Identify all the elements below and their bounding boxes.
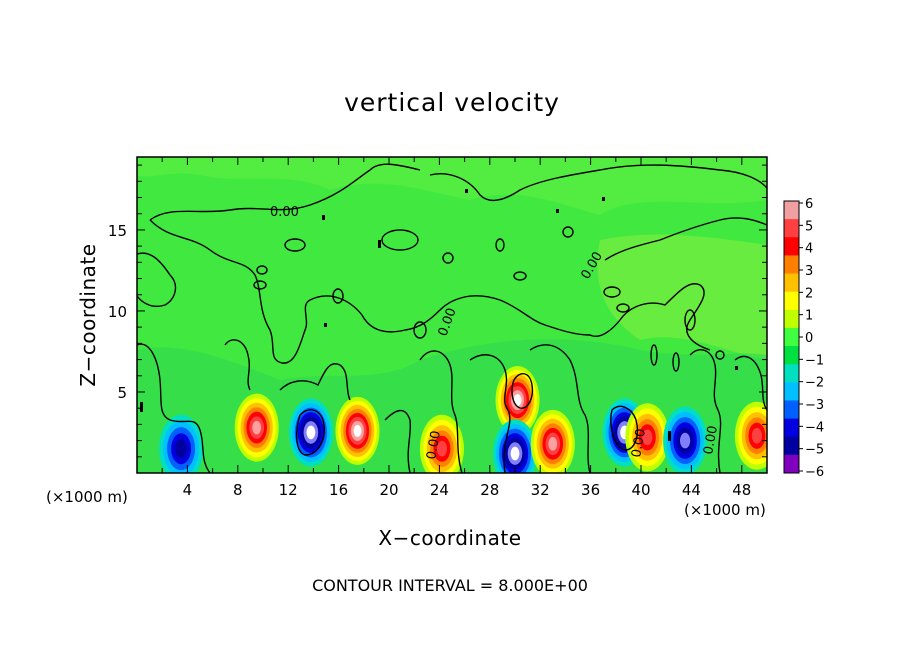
x-tick-label: 8 [233,481,243,499]
contour-label: 0.00 [424,430,444,461]
colorbar-tick-label: −5 [805,443,824,458]
y-tick-label: 5 [117,384,127,402]
colorbar-swatch [784,273,799,293]
colorbar-swatch [784,382,799,401]
velocity-blob [175,439,188,458]
colorbar-swatch [784,255,799,275]
velocity-blob [436,440,448,457]
x-tick-label: 36 [581,481,600,499]
colorbar-swatch [784,327,799,347]
x-axis-label: X−coordinate [378,526,522,550]
colorbar-tick-label: 6 [805,197,813,212]
x-unit-label-left: (×1000 m) [46,488,128,506]
x-tick-label: 40 [631,481,650,499]
colorbar-swatch [784,219,799,238]
velocity-blob [642,429,653,446]
colorbar-swatch [784,436,799,456]
y-tick-label: 10 [108,303,127,321]
velocity-blob [306,425,316,440]
colorbar-swatch [784,454,799,474]
contour-dots [140,189,738,441]
x-tick-label: 32 [531,481,550,499]
y-tick-label: 15 [108,222,127,240]
velocity-blob [548,437,558,451]
contour-label: 0.00 [270,205,299,220]
velocity-blobs [159,366,767,473]
velocity-blob [252,420,262,435]
colorbar: 6 5 4 3 2 1 0 −1 −2 −3 −4 −5 −6 [783,197,824,480]
colorbar-tick-label: 4 [805,242,813,257]
contour-label: 0.00 [701,425,721,456]
x-tick-label: 44 [682,481,701,499]
velocity-blob [353,424,362,437]
colorbar-swatch [784,346,799,365]
plot-frame [136,156,768,474]
zero-contours [137,163,767,473]
colorbar-tick-label: 1 [805,309,813,324]
x-unit-label-right: (×1000 m) [684,501,766,519]
colorbar-swatch [784,418,799,438]
x-tick-label: 28 [480,481,499,499]
velocity-blob [510,446,520,461]
contour-label: 0.00 [629,428,649,459]
velocity-blob [751,427,763,444]
colorbar-swatch [784,291,799,311]
chart-title: vertical velocity [344,88,560,117]
colorbar-swatch [784,201,799,220]
x-tick-label: 4 [183,481,193,499]
colorbar-tick-label: −4 [805,420,824,435]
x-tick-label: 20 [379,481,398,499]
colorbar-tick-label: −2 [805,376,824,391]
colorbar-tick-label: −3 [805,398,824,413]
y-axis-ticks: 5 10 15 [108,164,767,458]
colorbar-tick-label: −6 [805,465,824,480]
x-tick-label: 24 [430,481,449,499]
contour-label-group: 0.00 0.00 0.00 0.00 0.00 0.00 [270,205,721,461]
upper-tint [137,157,767,215]
colorbar-tick-label: 2 [805,286,813,301]
colorbar-swatch [784,309,799,329]
x-axis-ticks: 4 8 12 16 20 24 28 32 36 40 44 48 [161,157,768,499]
x-tick-label: 48 [732,481,751,499]
velocity-blob [680,432,691,449]
colorbar-tick-label: −1 [805,353,824,368]
colorbar-tick-label: 3 [805,264,813,279]
x-tick-label: 16 [329,481,348,499]
colorbar-swatch [784,400,799,420]
colorbar-tick-label: 5 [805,219,813,234]
velocity-blob [513,394,522,407]
right-tint [597,234,767,360]
colorbar-swatch [784,364,799,383]
colorbar-tick-label: 0 [805,331,813,346]
heatmap-field: 0.00 0.00 0.00 0.00 0.00 0.00 [137,157,767,473]
x-tick-label: 12 [279,481,298,499]
colorbar-swatch [784,237,799,256]
contour-interval-note: CONTOUR INTERVAL = 8.000E+00 [312,576,588,595]
